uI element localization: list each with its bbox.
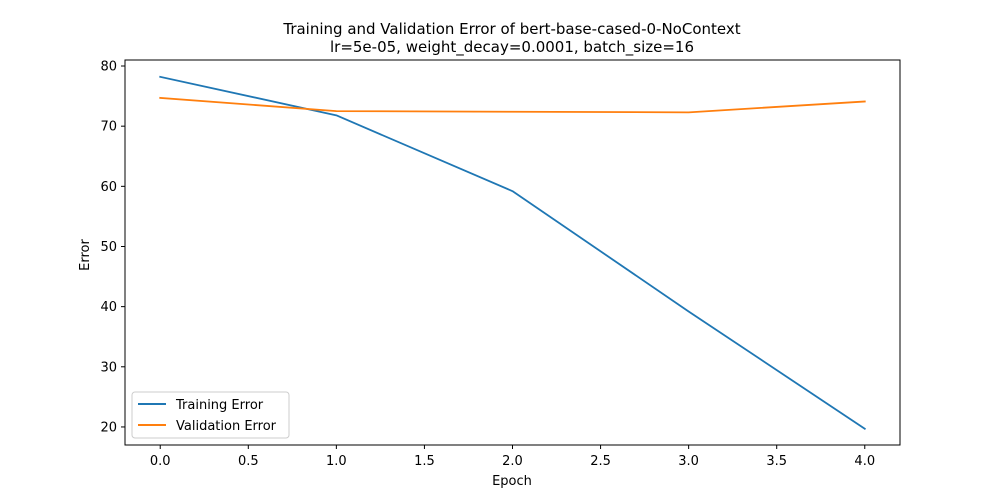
series-lines bbox=[159, 75, 867, 431]
series-line-validation-error bbox=[159, 96, 866, 114]
y-tick-label: 30 bbox=[100, 360, 117, 375]
y-tick-label: 70 bbox=[100, 120, 117, 135]
y-axis-ticks: 20 30 40 50 60 70 80 bbox=[100, 60, 125, 435]
plot-frame bbox=[124, 59, 901, 446]
x-tick-label: 0.0 bbox=[150, 454, 171, 469]
x-tick-label: 3.0 bbox=[678, 454, 699, 469]
x-tick-label: 4.0 bbox=[854, 454, 875, 469]
chart-title: Training and Validation Error of bert-ba… bbox=[282, 20, 740, 38]
y-tick-label: 80 bbox=[100, 60, 117, 75]
x-axis-label: Epoch bbox=[492, 474, 532, 489]
legend-label-validation-error: Validation Error bbox=[176, 419, 277, 434]
x-tick-label: 1.5 bbox=[414, 454, 435, 469]
legend-box bbox=[131, 391, 290, 439]
series-line-training-error bbox=[159, 75, 867, 431]
chart-subtitle: lr=5e-05, weight_decay=0.0001, batch_siz… bbox=[330, 38, 694, 57]
x-tick-label: 3.5 bbox=[766, 454, 787, 469]
legend-label-training-error: Training Error bbox=[175, 398, 264, 413]
x-tick-label: 0.5 bbox=[238, 454, 259, 469]
x-tick-label: 2.5 bbox=[590, 454, 611, 469]
x-tick-label: 2.0 bbox=[502, 454, 523, 469]
y-axis-label: Error bbox=[78, 239, 93, 271]
x-axis-ticks: 0.0 0.5 1.0 1.5 2.0 2.5 3.0 3.5 4.0 bbox=[150, 445, 875, 469]
y-tick-label: 60 bbox=[100, 180, 117, 195]
legend: Training Error Validation Error bbox=[131, 391, 290, 439]
y-tick-label: 20 bbox=[100, 420, 117, 435]
x-tick-label: 1.0 bbox=[326, 454, 347, 469]
y-tick-label: 40 bbox=[100, 300, 117, 315]
y-tick-label: 50 bbox=[100, 240, 117, 255]
